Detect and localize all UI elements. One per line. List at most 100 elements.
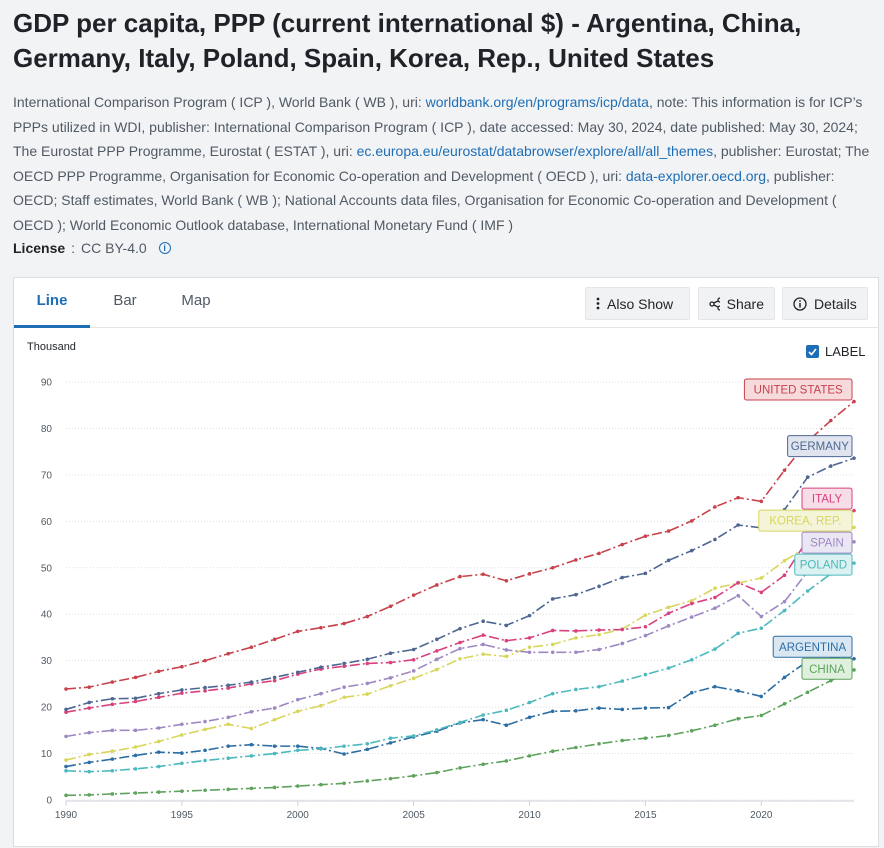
data-point (620, 627, 625, 632)
data-point (180, 722, 184, 727)
data-point (435, 583, 439, 587)
data-point (319, 747, 323, 751)
series-label-united-states: UNITED STATES (743, 378, 853, 401)
y-tick-label: 80 (41, 424, 53, 435)
data-point (249, 709, 254, 714)
data-point (319, 665, 323, 669)
meta-text-4: , publisher: OECD; Staff estimates, Worl… (13, 167, 837, 233)
data-point (365, 614, 370, 619)
series-label-argentina: ARGENTINA (772, 635, 853, 658)
data-point (156, 726, 161, 730)
data-point (481, 762, 485, 767)
data-point (295, 670, 300, 675)
data-point (64, 707, 68, 712)
source-link-eurostat[interactable]: ec.europa.eu/eurostat/databrowser/explor… (356, 143, 714, 159)
data-point (180, 751, 184, 755)
data-point (342, 752, 346, 756)
label-toggle[interactable]: LABEL (806, 344, 865, 359)
data-point (736, 580, 740, 585)
tab-bar[interactable]: Bar (113, 292, 137, 309)
data-point (226, 787, 231, 792)
source-link-oecd[interactable]: data-explorer.oecd.org (625, 167, 766, 184)
data-point (180, 761, 184, 766)
data-point (852, 508, 856, 513)
data-point (156, 695, 161, 700)
share-button[interactable]: Share (698, 287, 775, 320)
data-point (550, 709, 555, 714)
data-point (574, 629, 578, 633)
y-tick-label: 20 (41, 703, 53, 714)
data-point (64, 687, 68, 691)
data-point (110, 768, 115, 773)
data-point (713, 537, 717, 542)
data-point (689, 728, 694, 733)
data-point (481, 633, 485, 637)
data-point (504, 759, 509, 763)
also-show-button[interactable]: Also Show (585, 287, 690, 320)
data-point (458, 720, 462, 725)
y-tick-label: 90 (41, 378, 53, 389)
data-point (597, 632, 601, 637)
data-point (87, 752, 91, 757)
tab-line[interactable]: Line (14, 278, 90, 328)
data-point (782, 573, 787, 578)
data-point (365, 661, 370, 666)
data-point (550, 597, 555, 601)
data-point (620, 575, 625, 580)
details-button[interactable]: Details (782, 287, 868, 320)
data-point (319, 703, 323, 708)
data-point (342, 781, 346, 786)
info-icon[interactable]: i (158, 242, 171, 254)
label-checkbox[interactable] (806, 345, 819, 358)
data-point (689, 601, 694, 606)
data-point (180, 733, 184, 737)
data-point (597, 647, 601, 652)
data-point (782, 675, 787, 680)
data-point (180, 688, 184, 692)
x-tick-label: 2010 (518, 810, 541, 821)
data-point (272, 675, 277, 680)
data-point (133, 675, 138, 680)
data-point (411, 657, 416, 662)
tab-map[interactable]: Map (181, 292, 211, 309)
more-vertical-icon (596, 297, 600, 310)
data-point (597, 628, 601, 632)
data-point (365, 779, 370, 783)
data-point (527, 650, 532, 655)
source-metadata: International Comparison Program ( ICP )… (13, 90, 871, 237)
x-tick-label: 2015 (634, 810, 657, 821)
y-tick-label: 60 (41, 517, 53, 528)
data-point (226, 683, 231, 688)
data-point (110, 749, 115, 754)
data-point (342, 661, 346, 666)
y-axis-unit-label: Thousand (27, 341, 76, 353)
series-label-text: POLAND (800, 560, 847, 572)
data-point (272, 706, 277, 710)
data-point (411, 734, 416, 738)
data-point (527, 645, 532, 649)
data-point (481, 572, 485, 577)
data-point (574, 745, 578, 750)
data-point (550, 650, 555, 655)
data-point (666, 666, 671, 670)
series-label-text: SPAIN (810, 538, 844, 550)
source-link-icp[interactable]: worldbank.org/en/programs/icp/data (425, 94, 649, 110)
data-point (342, 685, 346, 689)
data-point (574, 687, 578, 692)
data-point (435, 637, 439, 642)
y-tick-label: 0 (46, 796, 52, 807)
data-point (435, 728, 439, 732)
data-point (203, 727, 207, 732)
data-point (272, 751, 277, 756)
data-point (550, 642, 555, 647)
data-point (295, 744, 300, 748)
line-chart: Thousand 0 10 20 30 40 50 60 70 80 90 1990 1995 2000 2… (27, 341, 856, 821)
data-point (458, 646, 462, 651)
data-point (574, 636, 578, 640)
series-label-korea-rep-: KOREA, REP. (758, 509, 853, 532)
data-point (666, 733, 671, 738)
data-point (110, 728, 115, 733)
data-point (435, 667, 439, 672)
data-point (458, 640, 462, 645)
data-point (852, 561, 856, 565)
